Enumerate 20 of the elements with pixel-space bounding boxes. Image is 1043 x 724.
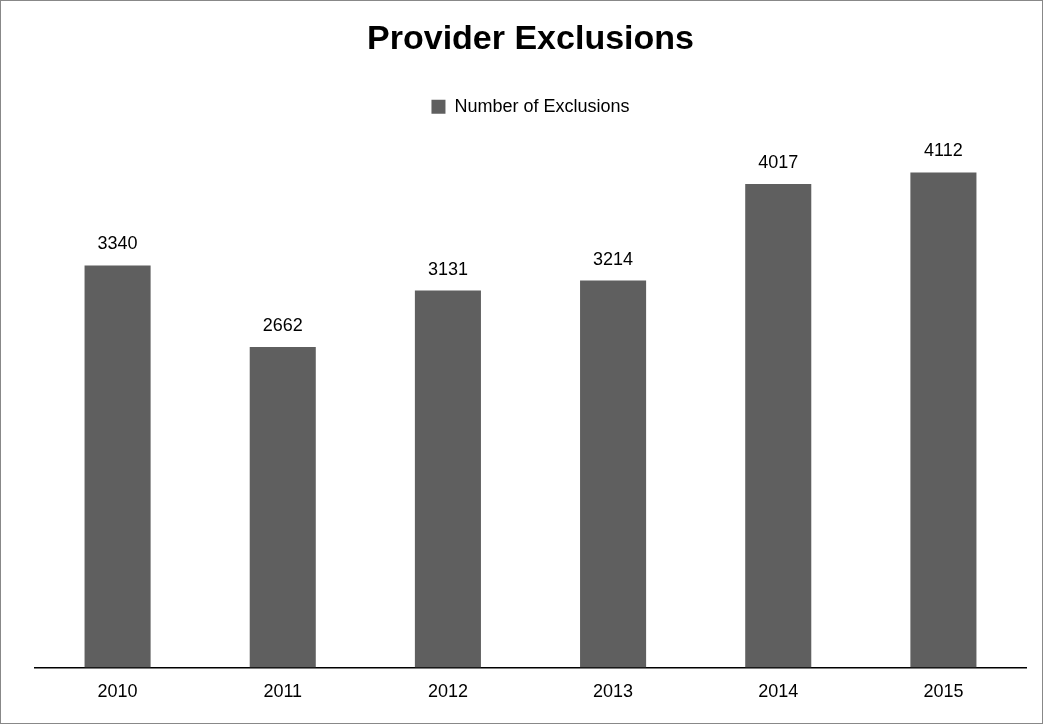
data-label: 4112 [924, 140, 963, 161]
chart-title: Provider Exclusions [367, 17, 694, 56]
bar [249, 347, 316, 668]
bar [580, 280, 647, 668]
bar [414, 290, 481, 668]
data-label: 3340 [97, 233, 138, 254]
data-label: 3214 [593, 248, 634, 269]
x-tick-label: 2013 [593, 681, 634, 702]
data-label: 4017 [758, 151, 799, 172]
x-tick-label: 2011 [263, 681, 303, 702]
x-tick-label: 2012 [427, 681, 468, 702]
x-tick-label: 2015 [923, 681, 964, 702]
bar [910, 172, 977, 668]
data-label: 3131 [427, 258, 468, 279]
x-tick-label: 2014 [758, 681, 799, 702]
bar [745, 183, 812, 668]
x-tick-label: 2010 [97, 681, 138, 702]
data-label: 2662 [262, 314, 303, 335]
bar [84, 265, 151, 668]
legend-label: Number of Exclusions [454, 95, 630, 116]
